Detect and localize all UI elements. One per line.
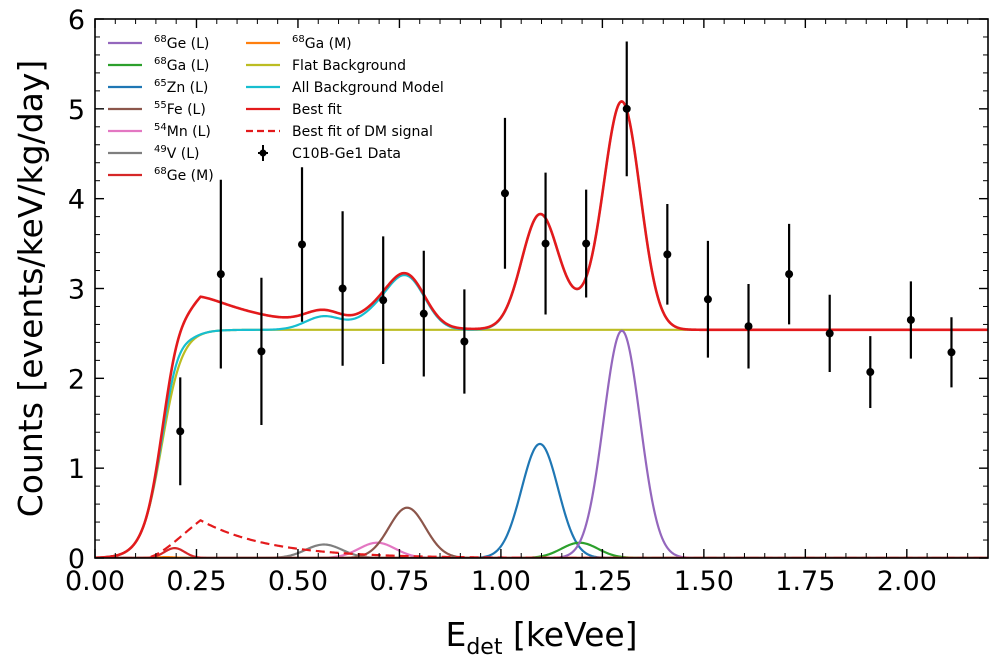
data-points bbox=[176, 41, 956, 486]
data-point-10 bbox=[582, 239, 591, 248]
data-point-17 bbox=[866, 368, 875, 377]
legend-isotope-mass: 54 bbox=[154, 122, 167, 133]
data-point-2 bbox=[257, 347, 266, 356]
legend-label-ge68-L: 68Ge (L) bbox=[154, 34, 209, 52]
data-point-9 bbox=[541, 239, 550, 248]
data-point-1 bbox=[216, 270, 225, 279]
legend-isotope-mass: 55 bbox=[154, 100, 167, 111]
legend-swatch-data-point bbox=[259, 149, 267, 157]
x-tick-label: 1.50 bbox=[674, 566, 734, 597]
legend-label-dm-signal: Best fit of DM signal bbox=[292, 124, 433, 140]
legend-series-name: Best fit bbox=[292, 102, 342, 118]
legend-label-mn54-L: 54Mn (L) bbox=[154, 122, 211, 140]
legend-label-fe55-L: 55Fe (L) bbox=[154, 100, 206, 118]
x-axis-title: Edet [keVee] bbox=[445, 615, 637, 660]
x-axis-title-unit: [keVee] bbox=[502, 615, 637, 654]
curve-fe55-L bbox=[95, 506, 988, 558]
data-point-14 bbox=[744, 322, 753, 331]
data-point-6 bbox=[419, 309, 428, 318]
legend-isotope-mass: 68 bbox=[154, 34, 167, 45]
legend-isotope-name: V (L) bbox=[167, 146, 200, 162]
legend-isotope-name: Fe (L) bbox=[167, 102, 206, 118]
legend-series-name: All Background Model bbox=[292, 80, 444, 96]
legend-label-all-bkg: All Background Model bbox=[292, 80, 444, 96]
legend-isotope-name: Ge (L) bbox=[167, 36, 210, 52]
data-point-0 bbox=[176, 427, 185, 436]
legend-isotope-mass: 68 bbox=[292, 34, 305, 45]
x-tick-label: 0.75 bbox=[369, 566, 429, 597]
plot-frame bbox=[94, 18, 989, 559]
data-point-12 bbox=[663, 250, 672, 259]
legend-label-data: C10B-Ge1 Data bbox=[292, 146, 401, 162]
legend-label-ga68-L: 68Ga (L) bbox=[154, 56, 209, 74]
y-axis-title: Counts [events/keV/kg/day] bbox=[11, 60, 50, 518]
legend-label-flat: Flat Background bbox=[292, 58, 406, 74]
legend-series-name: Flat Background bbox=[292, 58, 406, 74]
x-axis-ticks: 0.00 0.25 0.50 0.75 1.00 1.25 1.50 1.75 2.00 bbox=[65, 19, 989, 597]
data-point-15 bbox=[785, 270, 794, 279]
legend-isotope-name: Ge (M) bbox=[167, 168, 214, 184]
y-tick-label: 3 bbox=[68, 275, 85, 306]
x-axis-title-subscript: det bbox=[466, 635, 503, 660]
x-tick-label: 1.25 bbox=[572, 566, 632, 597]
x-tick-label: 0.25 bbox=[166, 566, 226, 597]
legend-label-v49-L: 49V (L) bbox=[154, 144, 200, 162]
data-point-5 bbox=[379, 296, 388, 305]
curve-zn65-L bbox=[95, 442, 988, 558]
x-tick-label: 1.00 bbox=[471, 566, 531, 597]
legend-isotope-name: Ga (M) bbox=[305, 36, 352, 52]
x-tick-label: 2.00 bbox=[877, 566, 937, 597]
data-point-18 bbox=[906, 315, 915, 324]
x-axis-title-main: E bbox=[445, 615, 466, 654]
data-point-3 bbox=[298, 240, 307, 249]
data-point-19 bbox=[947, 348, 956, 357]
legend-isotope-mass: 68 bbox=[154, 56, 167, 67]
legend-label-ga68-M: 68Ga (M) bbox=[292, 34, 352, 52]
legend-isotope-mass: 65 bbox=[154, 78, 167, 89]
data-point-4 bbox=[338, 284, 347, 293]
x-tick-label: 0.00 bbox=[65, 566, 125, 597]
legend: 68Ge (L)68Ga (L)65Zn (L)55Fe (L)54Mn (L)… bbox=[108, 34, 444, 184]
y-tick-label: 5 bbox=[68, 95, 85, 126]
y-tick-label: 0 bbox=[68, 544, 85, 575]
legend-isotope-name: Ga (L) bbox=[167, 58, 210, 74]
data-point-11 bbox=[622, 104, 631, 113]
legend-series-name: Best fit of DM signal bbox=[292, 124, 433, 140]
y-axis-ticks: 0 1 2 3 4 5 6 bbox=[68, 5, 988, 575]
data-point-13 bbox=[703, 295, 712, 304]
x-tick-label: 0.50 bbox=[268, 566, 328, 597]
curve-best-fit bbox=[95, 100, 988, 558]
legend-label-best-fit: Best fit bbox=[292, 102, 342, 118]
y-tick-label: 4 bbox=[68, 185, 85, 216]
y-tick-label: 1 bbox=[68, 454, 85, 485]
legend-label-ge68-M: 68Ge (M) bbox=[154, 166, 214, 184]
data-point-7 bbox=[460, 337, 469, 346]
data-point-8 bbox=[500, 189, 509, 198]
legend-label-zn65-L: 65Zn (L) bbox=[154, 78, 208, 96]
plot-curves bbox=[95, 100, 988, 558]
legend-isotope-mass: 49 bbox=[154, 144, 167, 155]
curve-dm-signal bbox=[95, 519, 988, 558]
y-tick-label: 6 bbox=[68, 5, 85, 36]
x-tick-label: 1.75 bbox=[775, 566, 835, 597]
legend-isotope-name: Zn (L) bbox=[167, 80, 209, 96]
y-tick-label: 2 bbox=[68, 364, 85, 395]
data-point-16 bbox=[825, 329, 834, 338]
legend-isotope-name: Mn (L) bbox=[167, 124, 211, 140]
legend-isotope-mass: 68 bbox=[154, 166, 167, 177]
